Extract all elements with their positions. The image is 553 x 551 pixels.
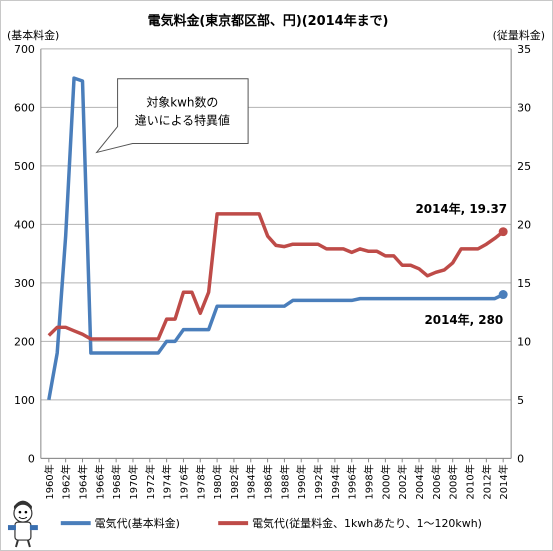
left-tick-label: 0 — [28, 452, 35, 465]
x-tick-label: 2000年 — [379, 464, 392, 499]
series-line-base — [47, 76, 504, 401]
series-line-metered — [47, 212, 505, 341]
x-tick-label: 2002年 — [396, 464, 409, 499]
legend: 電気代(基本料金) 電気代(従量料金、1kwhあたり、1〜120kwh) — [60, 516, 482, 530]
x-tick-label: 1978年 — [194, 464, 207, 499]
x-tick-label: 1962年 — [60, 464, 73, 499]
x-tick-label: 1980年 — [211, 464, 224, 499]
series-lines — [47, 76, 508, 401]
x-tick-label: 1974年 — [161, 464, 174, 499]
mascot-icon — [7, 500, 38, 548]
x-tick-label: 1992年 — [312, 464, 325, 499]
right-tick-label: 25 — [517, 160, 531, 173]
x-tick-label: 1972年 — [144, 464, 157, 499]
x-tick-label: 1984年 — [245, 464, 258, 499]
x-tick-label: 1986年 — [262, 464, 275, 499]
x-tick-label: 1960年 — [43, 464, 56, 499]
callout-text-line2: 違いによる特異値 — [135, 113, 230, 128]
x-tick-label: 1970年 — [127, 464, 140, 499]
series-endpoint-base — [498, 290, 508, 300]
left-tick-label: 100 — [14, 394, 35, 407]
legend-label-base: 電気代(基本料金) — [95, 516, 180, 530]
right-tick-label: 5 — [517, 394, 524, 407]
right-tick-label: 35 — [517, 43, 531, 56]
gridlines — [40, 48, 512, 459]
left-axis-unit: (基本料金) — [7, 28, 59, 42]
left-tick-label: 300 — [14, 277, 35, 290]
left-tick-label: 600 — [14, 101, 35, 114]
x-tick-label: 2010年 — [464, 464, 477, 499]
right-axis-unit: (従量料金) — [493, 28, 545, 42]
data-label-blue-end: 2014年, 280 — [424, 312, 503, 327]
chart-title: 電気料金(東京都区部、円)(2014年まで) — [148, 13, 389, 29]
x-tick-label: 2012年 — [480, 464, 493, 499]
callout-text-line1: 対象kwh数の — [146, 95, 218, 110]
left-axis-ticks: 0 100 200 300 400 500 600 700 — [14, 43, 35, 466]
callout: 対象kwh数の 違いによる特異値 — [95, 78, 249, 154]
left-tick-label: 700 — [14, 43, 35, 56]
x-tick-label: 1976年 — [177, 464, 190, 499]
right-tick-label: 20 — [517, 218, 531, 231]
left-tick-label: 500 — [14, 160, 35, 173]
x-tick-label: 1996年 — [346, 464, 359, 499]
x-axis-ticks: 1960年 1962年 1964年 1966年 1968年 1970年 1972年 1974年… — [43, 458, 510, 500]
left-tick-label: 200 — [14, 335, 35, 348]
right-tick-label: 0 — [517, 452, 524, 465]
right-tick-label: 30 — [517, 101, 531, 114]
left-tick-label: 400 — [14, 218, 35, 231]
x-tick-label: 2008年 — [447, 464, 460, 499]
x-tick-label: 1994年 — [329, 464, 342, 499]
data-label-red-end: 2014年, 19.37 — [415, 201, 507, 216]
x-tick-label: 1966年 — [93, 464, 106, 499]
x-tick-label: 1988年 — [278, 464, 291, 499]
x-tick-label: 1968年 — [110, 464, 123, 499]
x-tick-label: 2006年 — [430, 464, 443, 499]
x-tick-label: 1998年 — [363, 464, 376, 499]
series-endpoint-metered — [498, 227, 508, 237]
x-tick-label: 1964年 — [76, 464, 89, 499]
x-tick-label: 1982年 — [228, 464, 241, 499]
x-tick-label: 2014年 — [497, 464, 510, 499]
x-tick-label: 1990年 — [295, 464, 308, 499]
callout-box — [95, 78, 249, 154]
legend-label-metered: 電気代(従量料金、1kwhあたり、1〜120kwh) — [252, 516, 482, 530]
x-tick-label: 2004年 — [413, 464, 426, 499]
right-tick-label: 15 — [517, 277, 531, 290]
right-tick-label: 10 — [517, 335, 531, 348]
right-axis-ticks: 0 5 10 15 20 25 30 35 — [517, 43, 531, 466]
